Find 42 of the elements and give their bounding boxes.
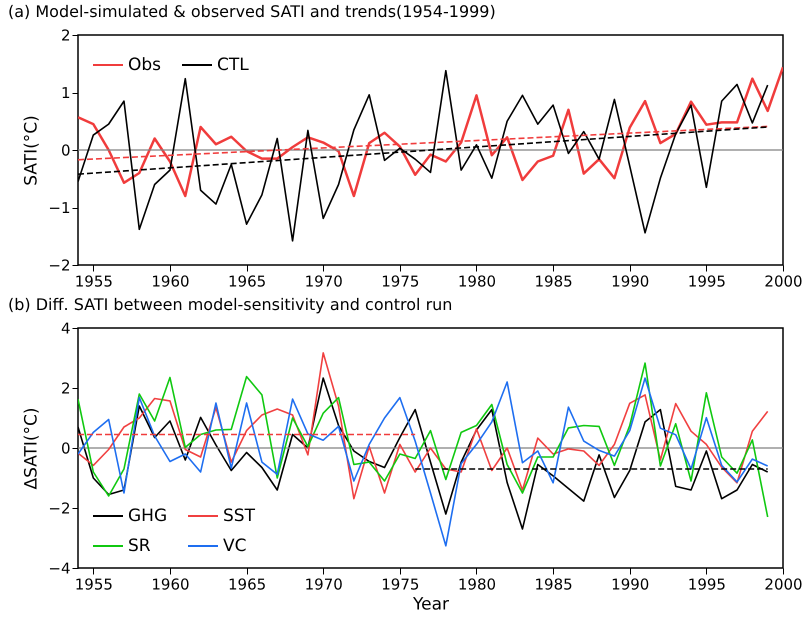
y-tick-label: 1 (60, 84, 70, 102)
y-tick-label: −1 (48, 199, 70, 217)
x-tick-label: 1955 (74, 272, 113, 290)
x-tick-label: 1995 (688, 576, 726, 594)
y-axis-title: ΔSATI(°C) (21, 407, 42, 490)
legend-label: CTL (217, 55, 250, 75)
y-tick-label: −2 (48, 256, 70, 274)
x-tick-label: 1965 (228, 576, 266, 594)
x-tick-label: 1955 (74, 576, 113, 594)
y-tick-label: −4 (48, 560, 70, 578)
x-tick-label: 1960 (151, 272, 190, 290)
chart-title: (b) Diff. SATI between model-sensitivity and control run (8, 295, 452, 314)
y-tick-label: 0 (60, 440, 70, 458)
y-axis-title: SATI(°C) (21, 115, 42, 186)
x-axis-title: Year (412, 594, 450, 614)
legend-label: GHG (128, 506, 168, 526)
line-series (78, 352, 768, 500)
x-tick-label: 1980 (458, 576, 496, 594)
y-tick-label: 2 (60, 380, 70, 398)
x-tick-label: 1980 (458, 272, 496, 290)
x-tick-label: 1990 (611, 576, 650, 594)
legend-label: VC (223, 536, 246, 556)
x-tick-label: 2000 (764, 576, 803, 594)
legend-label: Obs (128, 55, 162, 75)
x-tick-label: 1965 (228, 272, 266, 290)
y-tick-label: 4 (60, 320, 70, 338)
x-tick-label: 1960 (151, 576, 190, 594)
x-tick-label: 1975 (381, 576, 420, 594)
y-tick-label: −2 (48, 500, 70, 518)
legend-label: SST (223, 506, 256, 526)
x-tick-label: 1970 (304, 576, 343, 594)
legend-label: SR (128, 536, 151, 556)
y-tick-label: 0 (60, 142, 70, 160)
x-tick-label: 1985 (534, 272, 573, 290)
x-tick-label: 1995 (688, 272, 726, 290)
x-tick-label: 1970 (304, 272, 343, 290)
y-tick-label: 2 (60, 26, 70, 44)
x-tick-label: 1985 (534, 576, 573, 594)
x-tick-label: 1975 (381, 272, 420, 290)
chart-title: (a) Model-simulated & observed SATI and trends(1954-1999) (8, 2, 496, 21)
x-tick-label: 1990 (611, 272, 650, 290)
x-tick-label: 2000 (764, 272, 803, 290)
